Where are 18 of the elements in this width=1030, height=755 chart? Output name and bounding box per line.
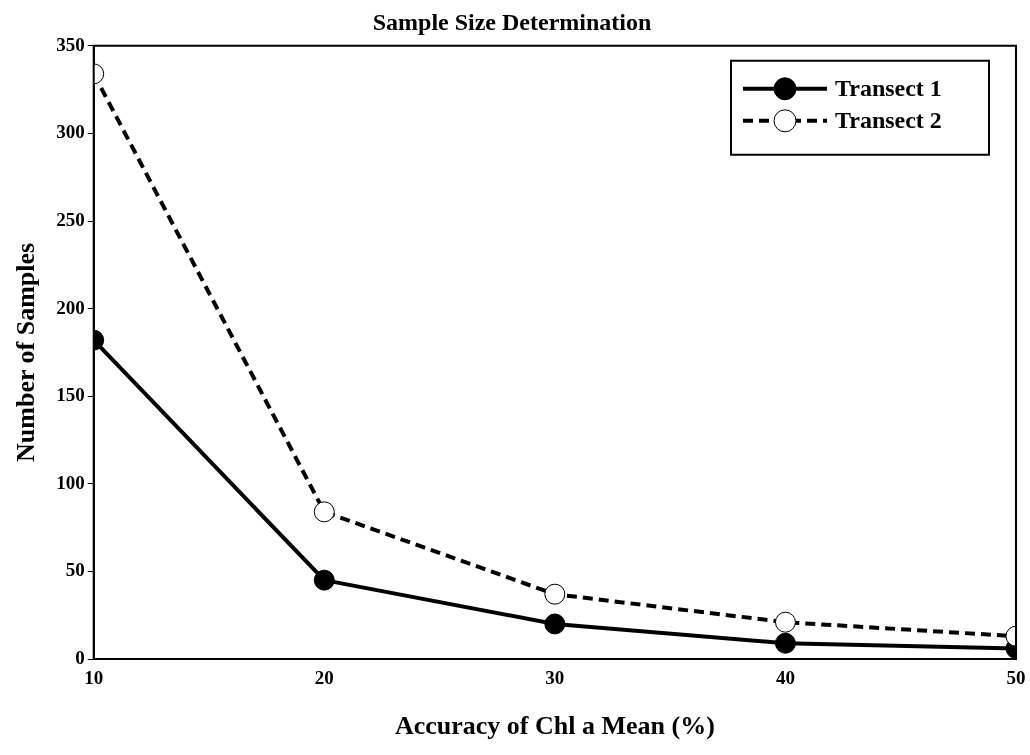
x-tick-label: 50	[1006, 667, 1026, 689]
y-tick-label: 350	[56, 33, 85, 55]
y-tick-label: 150	[56, 384, 85, 406]
y-tick-label: 250	[56, 208, 85, 230]
y-tick-label: 100	[56, 471, 85, 493]
x-tick-label: 40	[775, 667, 795, 689]
x-tick-label: 10	[84, 667, 104, 689]
y-tick-label: 50	[65, 559, 85, 581]
x-axis-title: Accuracy of Chl a Mean (%)	[394, 711, 715, 741]
chart-title: Sample Size Determination	[372, 8, 652, 35]
y-tick-label: 200	[56, 296, 85, 318]
legend-label: Transect 2	[835, 107, 942, 133]
y-axis-title: Number of Samples	[11, 242, 41, 462]
x-tick-label: 30	[545, 667, 565, 689]
y-tick-label: 300	[56, 121, 85, 143]
legend-label: Transect 1	[835, 75, 942, 101]
x-tick-label: 20	[314, 667, 334, 689]
y-tick-label: 0	[75, 646, 85, 668]
